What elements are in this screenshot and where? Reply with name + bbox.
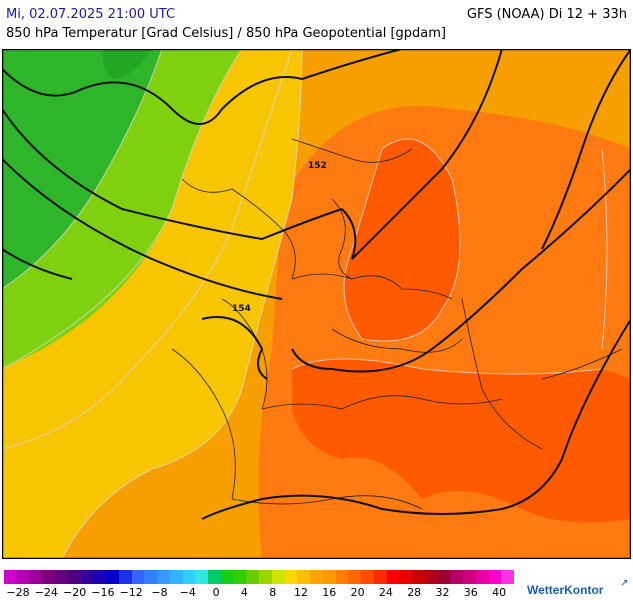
legend-swatch bbox=[463, 570, 476, 584]
legend-tick-label: −28 bbox=[6, 586, 30, 599]
cold-core bbox=[102, 49, 152, 79]
legend-tick-label: −16 bbox=[91, 586, 115, 599]
legend-swatch bbox=[118, 570, 132, 584]
legend-tick-label: 40 bbox=[492, 586, 507, 599]
legend-swatch bbox=[348, 570, 361, 584]
hot-core-north bbox=[344, 139, 460, 341]
geopotential-contours bbox=[2, 49, 631, 520]
legend-swatch bbox=[55, 570, 68, 584]
legend-tick-label: 32 bbox=[435, 586, 450, 599]
mild-yellow-region bbox=[2, 49, 292, 449]
legend-swatch bbox=[144, 570, 157, 584]
legend-swatch bbox=[361, 570, 374, 584]
isotherms bbox=[2, 49, 608, 559]
temperature-legend: −28 −24 −20 −16 −12 −8 −4 0 4 8 12 16 20 24 28 32 36 40 bbox=[4, 570, 514, 600]
legend-tick-label: 24 bbox=[378, 586, 393, 599]
legend-swatch bbox=[182, 570, 196, 584]
legend-swatch bbox=[475, 570, 489, 584]
legend-swatch bbox=[233, 570, 247, 584]
legend-swatch bbox=[399, 570, 412, 584]
legend-swatch bbox=[246, 570, 259, 584]
legend-swatch bbox=[297, 570, 310, 584]
legend-swatch bbox=[42, 570, 55, 584]
legend-swatch bbox=[322, 570, 336, 584]
legend-swatch bbox=[106, 570, 119, 584]
legend-swatch bbox=[271, 570, 285, 584]
legend-tick-label: 12 bbox=[294, 586, 308, 599]
legend-swatch bbox=[4, 570, 17, 584]
legend-swatch bbox=[373, 570, 387, 584]
temperature-field: 152 154 bbox=[2, 49, 631, 559]
map-header: Mi, 02.07.2025 21:00 UTC GFS (NOAA) Di 1… bbox=[0, 0, 633, 48]
legend-swatch bbox=[501, 570, 514, 584]
legend-tick-label: 28 bbox=[407, 586, 422, 599]
legend-swatch bbox=[80, 570, 94, 584]
legend-swatch bbox=[16, 570, 30, 584]
legend-swatch bbox=[169, 570, 183, 584]
legend-swatch bbox=[335, 570, 349, 584]
legend-colorbar bbox=[4, 570, 514, 584]
legend-tick-label: 0 bbox=[212, 586, 220, 599]
legend-swatch bbox=[450, 570, 463, 584]
legend-swatch bbox=[93, 570, 106, 584]
legend-swatch bbox=[386, 570, 400, 584]
valid-datetime: Mi, 02.07.2025 21:00 UTC bbox=[6, 7, 176, 22]
weather-map: 152 154 bbox=[2, 49, 631, 559]
mild-yellow-region-east bbox=[2, 49, 302, 559]
legend-swatch bbox=[208, 570, 221, 584]
model-run: GFS (NOAA) Di 12 + 33h bbox=[466, 7, 627, 22]
legend-swatch bbox=[284, 570, 298, 584]
contour-label-154: 154 bbox=[232, 304, 251, 314]
legend-swatch bbox=[220, 570, 234, 584]
wetterkontor-logo: WetterKontor bbox=[527, 583, 604, 597]
legend-tick-label: 20 bbox=[350, 586, 365, 599]
legend-swatch bbox=[195, 570, 208, 584]
legend-swatch bbox=[131, 570, 145, 584]
legend-tick-label: 8 bbox=[269, 586, 277, 599]
legend-swatch bbox=[67, 570, 81, 584]
legend-tick-label: 36 bbox=[463, 586, 478, 599]
legend-tick-label: −8 bbox=[151, 586, 168, 599]
legend-tick-label: −20 bbox=[62, 586, 87, 599]
legend-tick-label: 4 bbox=[240, 586, 248, 599]
legend-swatch bbox=[437, 570, 451, 584]
legend-swatch bbox=[310, 570, 323, 584]
legend-tick-label: −12 bbox=[119, 586, 143, 599]
logo-mark-icon: ↗ bbox=[620, 578, 629, 589]
legend-swatch bbox=[424, 570, 438, 584]
legend-swatch bbox=[259, 570, 272, 584]
legend-swatch bbox=[29, 570, 43, 584]
legend-tick-label: −4 bbox=[179, 586, 196, 599]
legend-tick-label: −24 bbox=[34, 586, 58, 599]
cold-west-region bbox=[2, 49, 162, 289]
legend-tick-label: 16 bbox=[322, 586, 337, 599]
legend-swatch bbox=[488, 570, 502, 584]
contour-label-152: 152 bbox=[308, 161, 327, 171]
map-subtitle: 850 hPa Temperatur [Grad Celsius] / 850 … bbox=[6, 26, 447, 41]
legend-ticks: −28 −24 −20 −16 −12 −8 −4 0 4 8 12 16 20 24 28 32 36 40 bbox=[4, 586, 514, 600]
legend-swatch bbox=[412, 570, 425, 584]
map-frame bbox=[2, 49, 631, 559]
legend-swatch bbox=[157, 570, 170, 584]
